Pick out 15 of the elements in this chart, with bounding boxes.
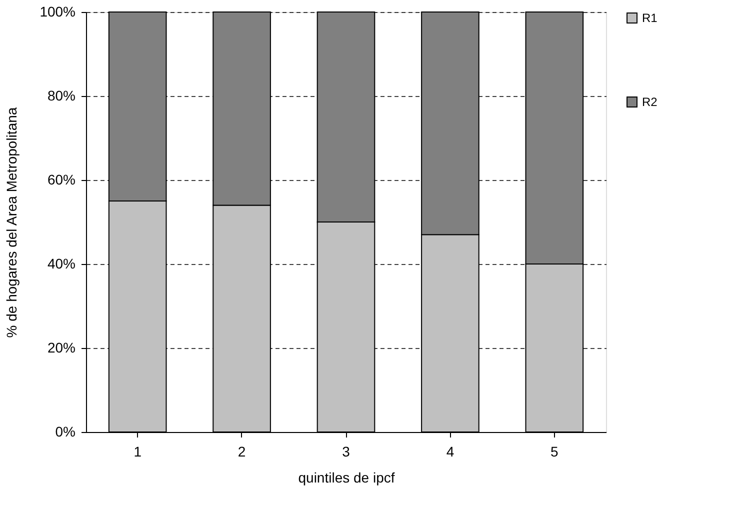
y-tick-label: 100% [40, 4, 76, 20]
legend-label: R2 [642, 95, 658, 109]
x-axis-title: quintiles de ipcf [298, 470, 395, 486]
x-tick-label: 5 [550, 444, 559, 460]
y-tick-label: 40% [47, 256, 76, 272]
y-tick-label: 0% [55, 424, 76, 440]
y-tick-label: 20% [47, 340, 76, 356]
x-tick-label: 2 [238, 444, 246, 460]
x-tick-label: 3 [342, 444, 350, 460]
y-axis-title: % de hogares del Area Metropolitana [4, 107, 20, 338]
x-tick-label: 1 [134, 444, 142, 460]
x-tick-label: 4 [446, 444, 454, 460]
legend-label: R1 [642, 11, 658, 25]
y-tick-label: 60% [47, 172, 76, 188]
y-tick-label: 80% [47, 88, 76, 104]
